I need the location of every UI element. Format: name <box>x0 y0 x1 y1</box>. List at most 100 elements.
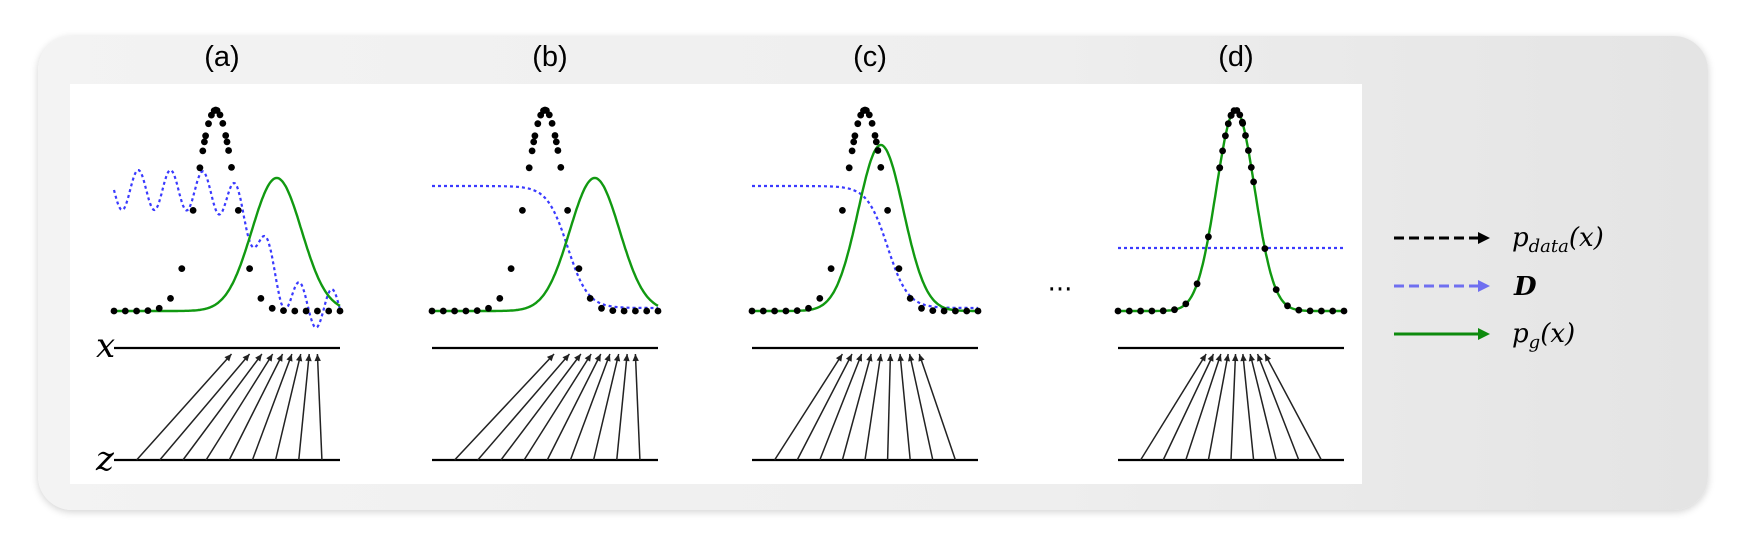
data-point-b <box>428 307 436 315</box>
data-point-a <box>325 307 333 315</box>
data-point-a <box>225 147 233 154</box>
panel-a <box>110 106 344 462</box>
mapping-arrowhead-d <box>1248 354 1255 362</box>
mapping-arrow-b <box>523 353 592 461</box>
mapping-arrow-d <box>1185 353 1222 461</box>
generator-curve-c <box>752 143 978 313</box>
data-point-a <box>201 138 208 146</box>
data-point-c <box>845 164 853 172</box>
data-point-a <box>219 120 227 127</box>
mapping-arrow-d <box>1139 353 1207 461</box>
panel-label-c: (c) <box>853 41 887 73</box>
data-point-a <box>216 111 224 119</box>
data-point-b <box>632 307 639 315</box>
mapping-arrowhead-b <box>632 354 639 362</box>
data-point-b <box>528 147 536 155</box>
data-point-d <box>1171 306 1178 314</box>
data-point-b <box>586 295 594 302</box>
data-point-b <box>473 307 481 314</box>
data-point-d <box>1224 120 1232 128</box>
data-point-d <box>1137 307 1144 315</box>
data-point-d <box>1205 233 1212 241</box>
data-point-c <box>963 307 971 315</box>
data-point-c <box>877 164 885 171</box>
data-point-d <box>1250 178 1257 186</box>
z-axis-label: z <box>95 439 115 479</box>
mapping-arrowhead-d <box>1240 354 1247 362</box>
mapping-arrowhead-c <box>866 354 873 362</box>
data-point-a <box>189 207 197 214</box>
data-point-c <box>884 207 891 214</box>
data-point-d <box>1159 307 1167 315</box>
mapping-arrow-d <box>1207 353 1229 461</box>
data-point-d <box>1222 132 1229 140</box>
legend-item-pdata: pdata(x) <box>1394 223 1604 257</box>
data-point-d <box>1245 147 1252 154</box>
mapping-arrow-a <box>274 353 302 461</box>
data-point-a <box>144 307 152 314</box>
data-point-d <box>1295 306 1303 314</box>
mapping-arrow-b <box>500 353 582 461</box>
data-point-a <box>228 164 235 171</box>
data-point-b <box>507 265 515 272</box>
panels-layer <box>110 106 1348 462</box>
data-point-c <box>759 307 767 315</box>
mapping-arrow-c <box>908 353 934 461</box>
data-point-b <box>620 307 628 315</box>
legend: pdata(x) D pg(x) <box>1394 223 1604 353</box>
legend-item-pg: pg(x) <box>1394 319 1575 353</box>
data-point-c <box>918 304 925 312</box>
data-point-c <box>974 307 982 315</box>
data-point-a <box>110 307 118 315</box>
data-point-c <box>793 307 801 314</box>
ellipsis: ··· <box>1048 275 1073 305</box>
data-point-a <box>268 304 276 312</box>
data-point-d <box>1216 164 1224 172</box>
data-point-d <box>1247 164 1255 171</box>
data-point-b <box>545 111 553 119</box>
mapping-arrow-c <box>796 353 853 461</box>
mapping-arrowhead-b <box>604 354 611 362</box>
legend-label-pdata: pdata(x) <box>1512 223 1604 257</box>
data-point-b <box>531 132 539 140</box>
data-point-b <box>485 304 492 312</box>
panel-label-a: (a) <box>204 41 239 73</box>
panel-c <box>748 106 982 462</box>
data-point-d <box>1284 302 1291 310</box>
data-point-c <box>827 265 835 272</box>
data-point-b <box>551 132 559 139</box>
mapping-arrow-a <box>205 353 274 461</box>
data-point-a <box>280 307 287 314</box>
data-point-c <box>865 111 873 119</box>
data-point-c <box>771 307 778 315</box>
mapping-arrowhead-b <box>584 354 592 362</box>
data-point-a <box>291 307 299 315</box>
mapping-arrowhead-c <box>845 354 853 362</box>
data-point-b <box>554 147 562 154</box>
mapping-arrow-a <box>228 353 284 461</box>
data-point-a <box>199 147 207 155</box>
data-point-b <box>575 265 583 272</box>
data-point-a <box>336 307 344 315</box>
data-point-a <box>234 207 242 214</box>
mapping-arrow-a <box>251 353 293 461</box>
data-point-d <box>1329 307 1337 315</box>
data-point-b <box>654 307 662 315</box>
mapping-arrowhead-c <box>897 354 904 362</box>
data-point-c <box>871 132 879 139</box>
data-point-b <box>564 207 571 214</box>
legend-item-discriminator: D <box>1394 272 1537 302</box>
mapping-arrow-d <box>1264 353 1323 461</box>
mapping-arrowhead-c <box>835 354 843 362</box>
mapping-arrow-c <box>918 353 957 461</box>
mapping-arrowhead-a <box>255 354 262 362</box>
mapping-arrowhead-c <box>918 354 925 362</box>
mapping-arrowhead-a <box>296 354 303 362</box>
data-point-a <box>302 307 310 315</box>
data-point-c <box>895 265 903 272</box>
mapping-arrow-b <box>477 353 571 461</box>
mapping-arrowhead-c <box>856 354 863 362</box>
data-point-a <box>196 164 204 172</box>
data-point-d <box>1114 307 1122 315</box>
